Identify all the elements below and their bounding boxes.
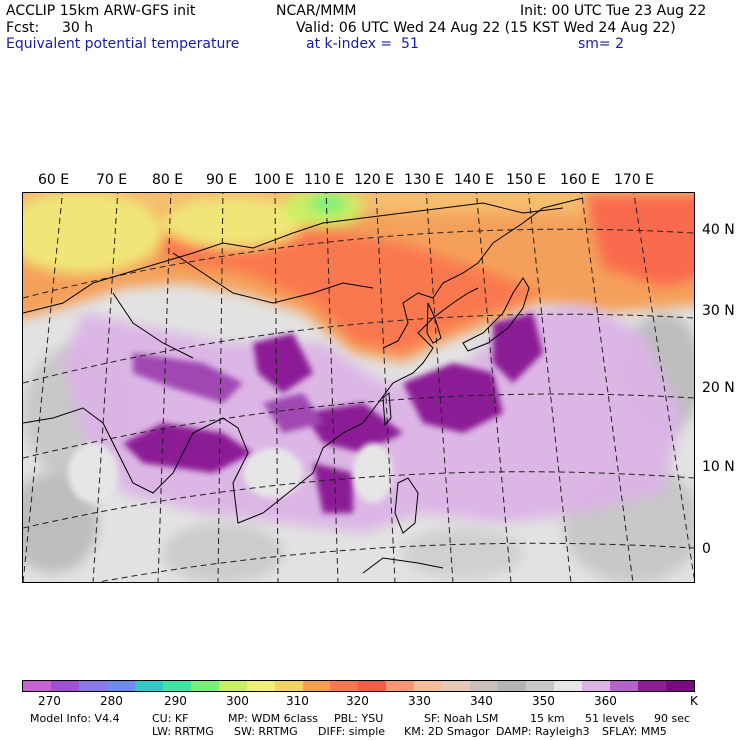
- levels: 51 levels: [585, 712, 635, 725]
- lat-label: 30 N: [702, 303, 735, 319]
- equivalent-potential-temperature-map: [22, 192, 695, 583]
- colorbar-tick: 270: [38, 694, 61, 708]
- colorbar-swatch: [246, 681, 275, 691]
- colorbar-unit: K: [690, 694, 698, 708]
- colorbar-tick: 280: [100, 694, 123, 708]
- damp-scheme: DAMP: Rayleigh3: [496, 725, 590, 738]
- graticule: [23, 193, 694, 582]
- lon-label: 120 E: [354, 172, 395, 188]
- lon-label: 90 E: [206, 172, 238, 188]
- sw-scheme: SW: RRTMG: [234, 725, 298, 738]
- colorbar-tick: 300: [226, 694, 249, 708]
- model-title: ACCLIP 15km ARW-GFS init: [6, 3, 196, 19]
- lon-label: 170 E: [614, 172, 655, 188]
- sf-scheme: SF: Noah LSM: [424, 712, 499, 725]
- colorbar-swatch: [637, 681, 666, 691]
- colorbar-tick: 310: [286, 694, 309, 708]
- forecast-label: Fcst:: [6, 20, 40, 36]
- colorbar-swatch: [330, 681, 359, 691]
- colorbar-swatch: [554, 681, 583, 691]
- colorbar-tick: 340: [470, 694, 493, 708]
- colorbar-swatch: [106, 681, 135, 691]
- colorbar-swatch: [274, 681, 303, 691]
- mp-scheme: MP: WDM 6class: [228, 712, 318, 725]
- diff-scheme: DIFF: simple: [318, 725, 386, 738]
- level-index: at k-index = 51: [306, 36, 419, 52]
- pbl-scheme: PBL: YSU: [334, 712, 384, 725]
- coastlines: [23, 197, 584, 574]
- org-label: NCAR/MMM: [276, 3, 357, 19]
- sflay-scheme: SFLAY: MM5: [602, 725, 667, 738]
- colorbar-tick: 320: [346, 694, 369, 708]
- km-scheme: KM: 2D Smagor: [404, 725, 490, 738]
- init-time: Init: 00 UTC Tue 23 Aug 22: [520, 3, 707, 19]
- resolution: 15 km: [530, 712, 565, 725]
- colorbar-swatch: [134, 681, 163, 691]
- colorbar-swatch: [386, 681, 415, 691]
- lon-label: 110 E: [304, 172, 345, 188]
- warm-band: [23, 193, 694, 363]
- colorbar-swatch: [218, 681, 247, 691]
- colorbar-swatch: [610, 681, 638, 691]
- colorbar-tick: 330: [408, 694, 431, 708]
- colorbar-tick: 360: [594, 694, 617, 708]
- timestep: 90 sec: [654, 712, 691, 725]
- colorbar-swatch: [78, 681, 107, 691]
- smoothing-label: sm= 2: [578, 36, 625, 52]
- colorbar-swatch: [414, 681, 443, 691]
- white-patches: [68, 443, 393, 503]
- colorbar-swatch: [442, 681, 471, 691]
- lon-label: 140 E: [454, 172, 495, 188]
- lon-label: 160 E: [560, 172, 601, 188]
- colorbar-swatch: [470, 681, 499, 691]
- lw-scheme: LW: RRTMG: [152, 725, 214, 738]
- colorbar-swatch: [302, 681, 331, 691]
- cu-scheme: CU: KF: [152, 712, 189, 725]
- lat-label: 40 N: [702, 222, 735, 238]
- dark-purple-cores: [123, 313, 543, 513]
- colorbar-swatch: [23, 681, 51, 691]
- lat-label: 20 N: [702, 380, 735, 396]
- field-name: Equivalent potential temperature: [6, 36, 240, 52]
- colorbar-swatch: [190, 681, 219, 691]
- colorbar-tick: 290: [164, 694, 187, 708]
- colorbar: [22, 680, 695, 692]
- colorbar-swatch: [582, 681, 611, 691]
- colorbar-tick: 350: [532, 694, 555, 708]
- lon-label: 150 E: [506, 172, 547, 188]
- colorbar-swatch: [665, 681, 694, 691]
- lat-label: 0: [702, 541, 711, 557]
- lon-label: 70 E: [96, 172, 128, 188]
- lon-label: 60 E: [38, 172, 70, 188]
- forecast-hour: 30 h: [62, 20, 94, 36]
- lat-label: 10 N: [702, 459, 735, 475]
- colorbar-swatch: [162, 681, 191, 691]
- valid-time: Valid: 06 UTC Wed 24 Aug 22 (15 KST Wed …: [296, 20, 676, 36]
- colorbar-swatch: [358, 681, 387, 691]
- lon-label: 130 E: [404, 172, 445, 188]
- model-info: Model Info: V4.4: [30, 712, 120, 725]
- colorbar-swatch: [498, 681, 527, 691]
- colorbar-swatch: [526, 681, 555, 691]
- map-canvas: [23, 193, 694, 582]
- colorbar-swatch: [50, 681, 79, 691]
- lon-label: 100 E: [254, 172, 295, 188]
- lon-label: 80 E: [152, 172, 184, 188]
